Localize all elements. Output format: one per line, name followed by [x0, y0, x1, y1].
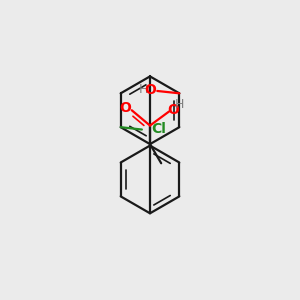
- Text: O: O: [144, 83, 156, 98]
- Text: H: H: [175, 98, 184, 111]
- Text: O: O: [119, 101, 131, 116]
- Text: H: H: [138, 83, 148, 96]
- Text: O: O: [167, 103, 179, 117]
- Text: Cl: Cl: [151, 122, 166, 136]
